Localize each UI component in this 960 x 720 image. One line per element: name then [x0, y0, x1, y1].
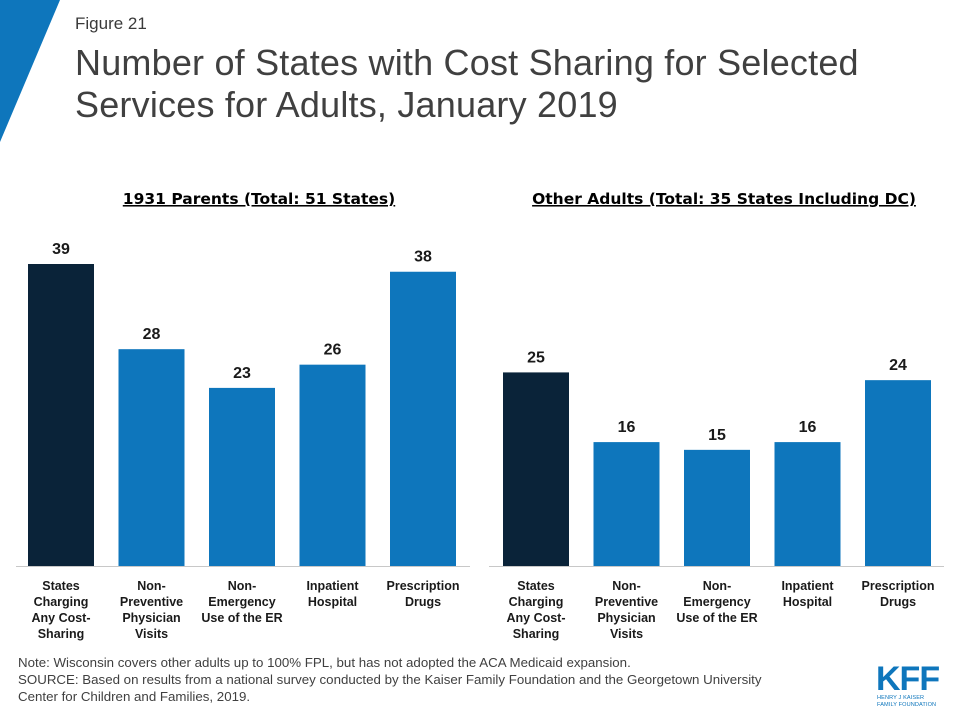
chart-2-value-label-1: 25 — [527, 349, 545, 366]
chart-1-bar-1 — [28, 264, 94, 566]
chart-2-value-label-5: 24 — [889, 357, 907, 374]
chart-1-subtitle: 1931 Parents (Total: 51 States) — [123, 190, 395, 208]
chart-1-bar-2 — [118, 349, 185, 566]
logo-wordmark: KFF — [876, 660, 939, 698]
logo-subline-2: FAMILY FOUNDATION — [877, 702, 936, 708]
chart-2-category-label-2: Non-Preventive Physician Visits — [595, 579, 658, 641]
chart-1-value-label-5: 38 — [414, 249, 432, 266]
chart-1-value-label-1: 39 — [52, 241, 70, 258]
footnotes: Note: Wisconsin covers other adults up t… — [18, 654, 848, 705]
source-text-line-2: Center for Children and Families, 2019. — [18, 689, 251, 704]
chart-1-bar-5 — [390, 271, 456, 566]
note-text: Note: Wisconsin covers other adults up t… — [18, 655, 631, 670]
chart-1-bar-4 — [299, 364, 366, 566]
chart-1-value-label-3: 23 — [233, 365, 251, 382]
chart-2-value-label-2: 16 — [618, 419, 636, 436]
chart-1-value-label-2: 28 — [143, 326, 161, 343]
chart-2-bar-2 — [593, 442, 660, 566]
chart-2-category-label-5: Prescription Drugs — [862, 579, 935, 609]
chart-2-category-label-4: Inpatient Hospital — [781, 579, 834, 609]
figure-label: Figure 21 — [75, 14, 147, 33]
corner-accent-shape — [0, 0, 60, 142]
chart-2-bar-4 — [774, 442, 841, 566]
chart-1-category-label-3: Non-Emergency Use of the ER — [201, 579, 282, 625]
chart-title: Number of States with Cost Sharing for S… — [75, 42, 859, 125]
chart-2-value-label-4: 16 — [799, 419, 817, 436]
chart-1-category-label-1: States Charging Any Cost-Sharing — [31, 579, 90, 641]
chart-2-category-label-3: Non-Emergency Use of the ER — [676, 579, 757, 625]
source-text-line-1: SOURCE: Based on results from a national… — [18, 672, 762, 687]
chart-2-subtitle: Other Adults (Total: 35 States Including… — [532, 190, 916, 208]
chart-2-value-label-3: 15 — [708, 427, 726, 444]
logo-subline-1: HENRY J KAISER — [877, 695, 924, 701]
chart-1-category-label-4: Inpatient Hospital — [306, 579, 359, 609]
chart-2-category-label-1: States Charging Any Cost-Sharing — [506, 579, 565, 641]
bar-charts: 1931 Parents (Total: 51 States) 39 States C… — [16, 190, 944, 641]
chart-1-value-label-4: 26 — [324, 342, 342, 359]
chart-2-bar-1 — [503, 372, 569, 566]
chart-1-bar-3 — [209, 387, 275, 566]
chart-1-category-label-2: Non-Preventive Physician Visits — [120, 579, 183, 641]
chart-2-bar-3 — [684, 449, 750, 566]
chart-2-bar-5 — [865, 380, 931, 566]
kff-logo: KFF HENRY J KAISER FAMILY FOUNDATION — [876, 660, 940, 708]
chart-1-category-label-5: Prescription Drugs — [387, 579, 460, 609]
